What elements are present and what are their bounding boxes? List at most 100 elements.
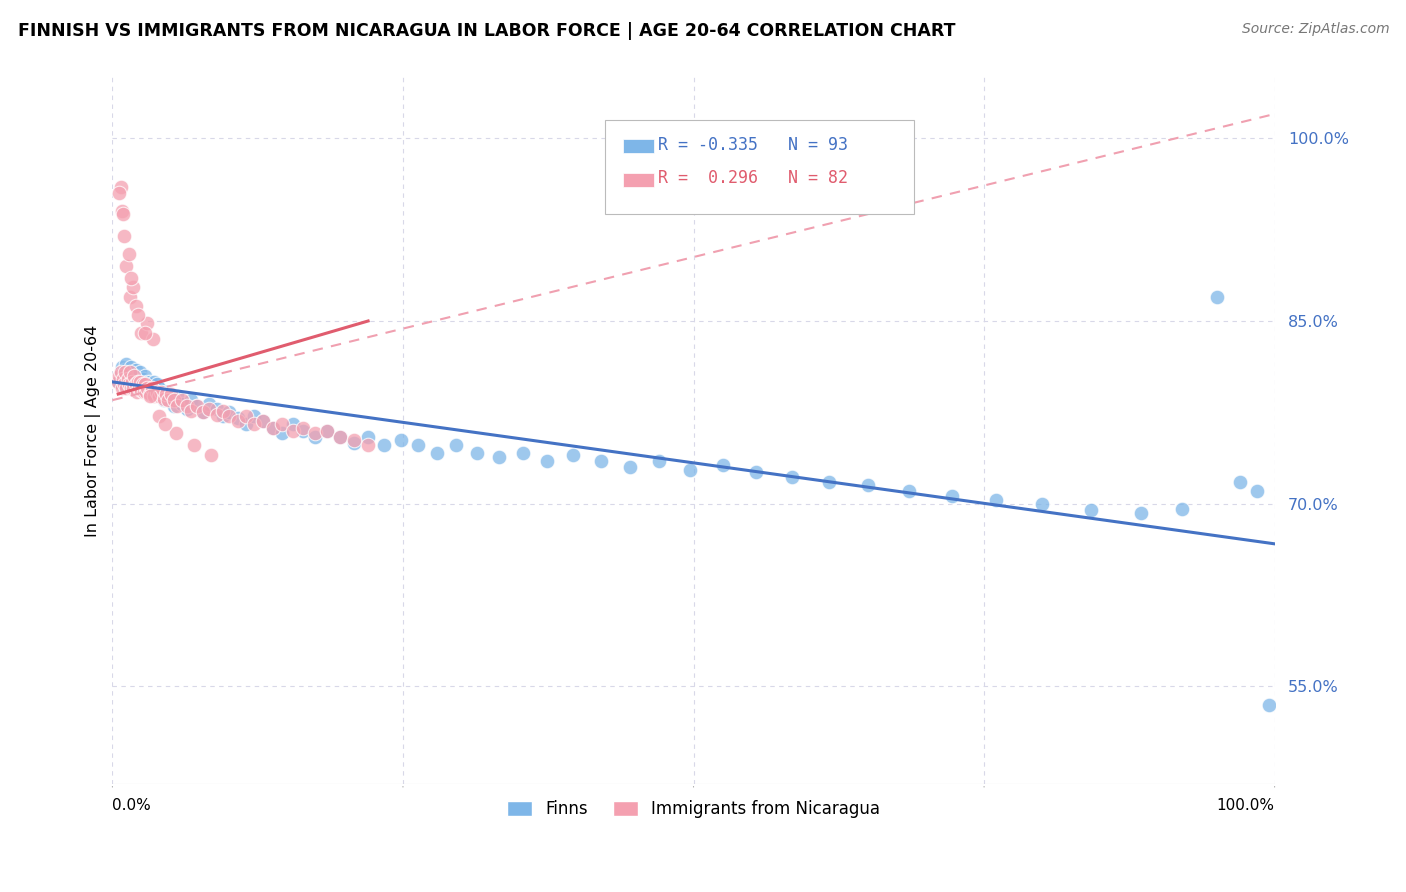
Point bbox=[128, 381, 150, 395]
Point bbox=[143, 389, 166, 403]
Point bbox=[117, 372, 139, 386]
Point bbox=[152, 392, 174, 406]
Point bbox=[1031, 497, 1053, 511]
Point bbox=[186, 399, 208, 413]
Point bbox=[467, 445, 489, 459]
Point bbox=[142, 332, 165, 346]
Point bbox=[122, 381, 145, 395]
Point bbox=[304, 430, 326, 444]
Point bbox=[1170, 501, 1192, 516]
Point bbox=[131, 384, 153, 398]
Point bbox=[1080, 502, 1102, 516]
Point bbox=[218, 405, 240, 419]
Point bbox=[134, 326, 156, 341]
Point bbox=[163, 393, 186, 408]
Text: R =  0.296   N = 82: R = 0.296 N = 82 bbox=[658, 169, 848, 187]
Point bbox=[1130, 507, 1153, 521]
Point bbox=[984, 493, 1007, 508]
Point bbox=[145, 384, 167, 399]
Point bbox=[172, 397, 194, 411]
Point bbox=[262, 421, 284, 435]
Point bbox=[127, 308, 149, 322]
Point bbox=[111, 370, 134, 384]
Point bbox=[157, 389, 180, 403]
Text: 100.0%: 100.0% bbox=[1216, 798, 1275, 814]
Point bbox=[125, 384, 148, 399]
Point bbox=[176, 401, 198, 416]
Point bbox=[389, 434, 412, 448]
Point bbox=[114, 365, 136, 379]
Point bbox=[107, 375, 129, 389]
Point bbox=[112, 362, 135, 376]
Point bbox=[235, 417, 257, 432]
Point bbox=[134, 377, 156, 392]
Point bbox=[118, 365, 141, 379]
Point bbox=[138, 375, 160, 389]
Point bbox=[118, 377, 141, 392]
Point bbox=[304, 425, 326, 440]
Point bbox=[166, 389, 188, 403]
Point bbox=[281, 417, 304, 432]
Point bbox=[180, 393, 202, 408]
Point bbox=[316, 424, 339, 438]
Point bbox=[135, 377, 157, 392]
Point bbox=[118, 377, 141, 392]
Point bbox=[281, 424, 304, 438]
Point bbox=[124, 368, 146, 383]
Point bbox=[118, 290, 141, 304]
Point bbox=[180, 404, 202, 418]
Point bbox=[122, 280, 145, 294]
Point bbox=[357, 430, 380, 444]
Point bbox=[316, 424, 339, 438]
Point bbox=[117, 372, 139, 386]
Point bbox=[155, 384, 177, 399]
Point bbox=[155, 387, 177, 401]
Point bbox=[561, 448, 583, 462]
Point bbox=[143, 375, 166, 389]
Point bbox=[157, 393, 180, 408]
Point bbox=[150, 384, 173, 399]
Point bbox=[357, 438, 380, 452]
Point bbox=[243, 417, 266, 432]
Point bbox=[488, 450, 510, 465]
Point bbox=[150, 387, 173, 401]
Point bbox=[138, 387, 160, 401]
Point bbox=[198, 397, 221, 411]
Text: FINNISH VS IMMIGRANTS FROM NICARAGUA IN LABOR FORCE | AGE 20-64 CORRELATION CHAR: FINNISH VS IMMIGRANTS FROM NICARAGUA IN … bbox=[18, 22, 956, 40]
Point bbox=[818, 475, 841, 489]
Point bbox=[343, 434, 366, 448]
Point bbox=[271, 425, 294, 440]
Point bbox=[120, 360, 142, 375]
Point bbox=[1257, 698, 1279, 712]
Point bbox=[186, 399, 208, 413]
Point bbox=[115, 259, 138, 273]
Point bbox=[139, 384, 162, 399]
Point bbox=[131, 372, 153, 386]
Point bbox=[1246, 484, 1268, 499]
Point bbox=[292, 424, 315, 438]
Point bbox=[679, 462, 702, 476]
Point bbox=[446, 438, 468, 452]
Point bbox=[218, 409, 240, 423]
Point bbox=[121, 375, 143, 389]
Point bbox=[243, 409, 266, 423]
Point bbox=[111, 207, 134, 221]
Point bbox=[1229, 475, 1251, 489]
Point bbox=[108, 186, 131, 201]
Point bbox=[226, 414, 249, 428]
Point bbox=[152, 393, 174, 408]
Point bbox=[271, 417, 294, 432]
Point bbox=[124, 299, 146, 313]
Legend: Finns, Immigrants from Nicaragua: Finns, Immigrants from Nicaragua bbox=[501, 794, 887, 825]
Point bbox=[262, 421, 284, 435]
Point bbox=[118, 247, 141, 261]
Point bbox=[111, 372, 134, 386]
Point bbox=[129, 365, 152, 379]
Point bbox=[115, 357, 138, 371]
Point bbox=[131, 377, 153, 392]
Point bbox=[172, 393, 194, 408]
Point bbox=[128, 381, 150, 395]
Point bbox=[136, 375, 159, 389]
Point bbox=[111, 204, 134, 219]
Point bbox=[132, 384, 155, 399]
